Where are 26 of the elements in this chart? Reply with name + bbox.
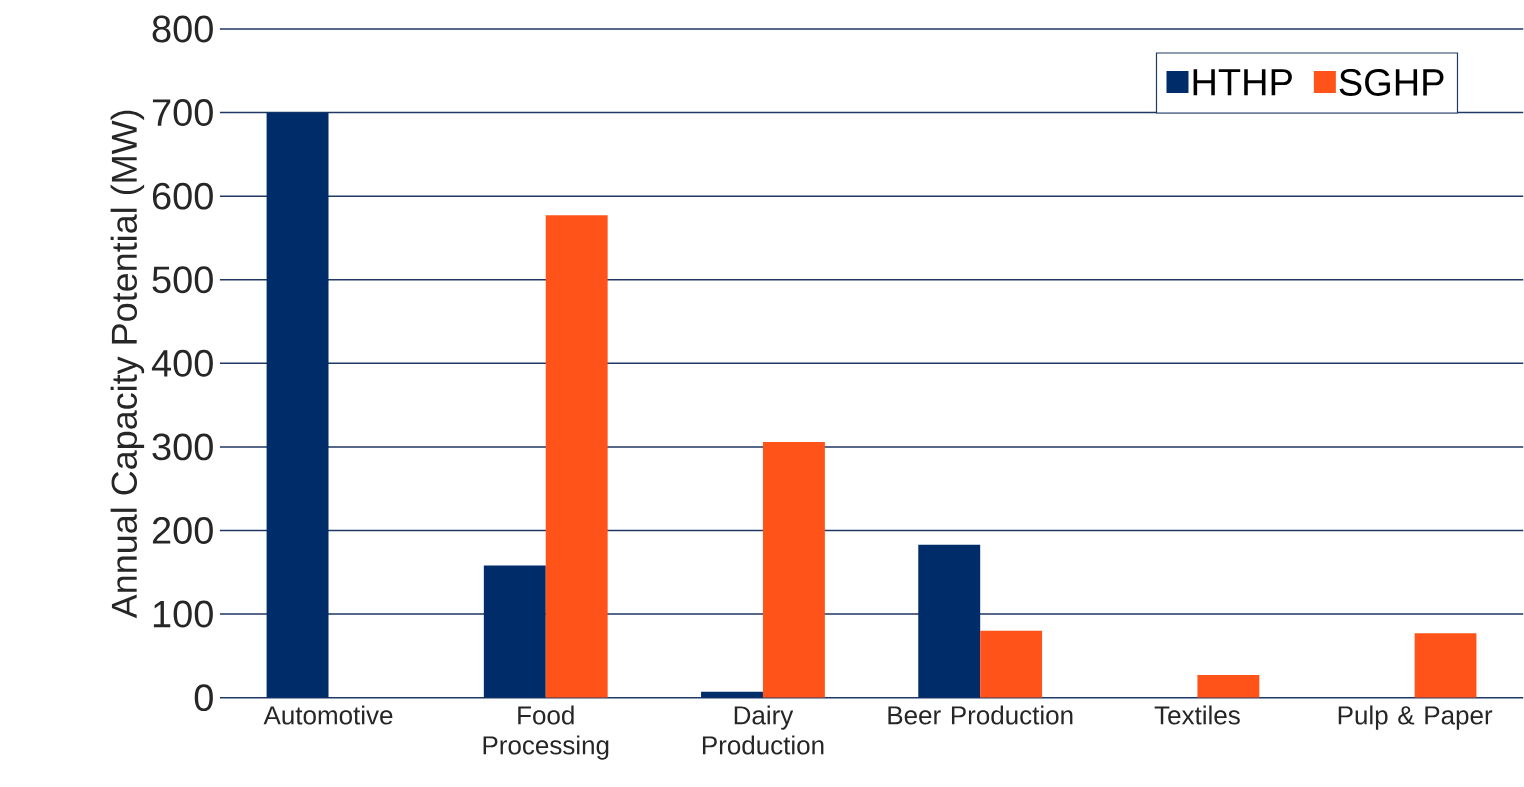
x-tick-label: Food Processing — [483, 705, 609, 760]
x-tick-label: Dairy Production — [702, 705, 824, 755]
x-tick-label: Automotive — [263, 705, 393, 725]
bar — [762, 442, 825, 698]
y-tick-label: 100 — [153, 600, 213, 628]
bar — [266, 112, 329, 698]
bar — [483, 565, 546, 698]
y-tick-label: 400 — [151, 350, 213, 377]
y-tick-label: 0 — [194, 684, 213, 712]
y-tick-label: 700 — [152, 99, 213, 127]
y-tick-label: 300 — [152, 433, 213, 461]
x-tick-label: Textiles — [1154, 705, 1240, 725]
y-tick-label: 500 — [152, 266, 213, 294]
bar — [980, 630, 1043, 698]
y-tick-label: 200 — [152, 517, 213, 545]
bar — [1197, 675, 1260, 698]
y-axis-title: Annual Capacity Potential (MW) — [110, 110, 145, 619]
y-tick-label: 800 — [152, 15, 213, 43]
bar — [545, 215, 608, 698]
bar — [1414, 633, 1477, 698]
legend-label: HTHP — [1193, 69, 1292, 96]
x-tick-label: Beer Production — [888, 705, 1073, 725]
x-tick-label: Pulp & Paper — [1338, 705, 1493, 730]
legend-label: SGHP — [1339, 69, 1444, 97]
bar — [918, 544, 981, 698]
y-tick-label: 600 — [152, 182, 213, 210]
